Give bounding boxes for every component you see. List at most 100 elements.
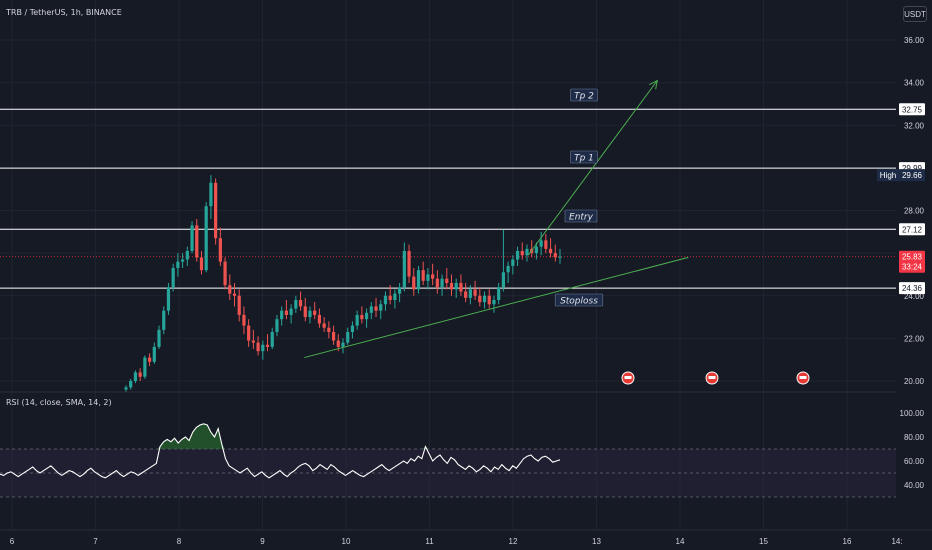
- candle-body: [336, 340, 340, 347]
- high-tag-label: 29.66: [902, 171, 923, 180]
- level-label-box: [570, 88, 598, 102]
- price-axis-bg: [896, 0, 932, 550]
- time-axis-label: 9: [260, 537, 265, 546]
- candle-body: [143, 357, 147, 377]
- event-flag-stripe: [799, 376, 807, 379]
- candle-body: [445, 278, 449, 283]
- time-axis-label: 6: [10, 537, 15, 546]
- rsi-overbought-fill: [156, 423, 430, 449]
- price-tag-label: 29.99: [902, 164, 923, 173]
- candle-body: [506, 265, 510, 273]
- candle-body: [501, 272, 505, 288]
- candle-body: [157, 329, 161, 347]
- time-axis[interactable]: 6 7 8 9 10 11 12 13 14 15 16 14:: [0, 529, 932, 550]
- last-price-label: 25.83: [902, 253, 923, 262]
- candle-body: [473, 289, 477, 296]
- candle-body: [454, 282, 458, 290]
- candle-body: [459, 282, 463, 292]
- candle-body: [548, 248, 553, 254]
- candle-body: [303, 306, 307, 318]
- candle-body: [265, 344, 270, 347]
- price-tag-label: 24.36: [902, 284, 923, 293]
- candle-body: [232, 293, 237, 296]
- candle-body: [152, 346, 156, 362]
- time-axis-label: 16: [843, 537, 852, 546]
- candle-body: [218, 238, 222, 262]
- candle-body: [327, 327, 331, 332]
- candle-body: [379, 304, 383, 311]
- candle-body: [393, 293, 397, 301]
- level-label-box: [564, 209, 598, 223]
- candle-body: [388, 295, 392, 301]
- time-axis-label: 8: [177, 537, 182, 546]
- candle-body: [242, 314, 246, 326]
- candle-body: [544, 240, 548, 249]
- price-tag-box: [899, 103, 925, 116]
- candle-body: [440, 278, 444, 288]
- high-tag-caption-box: [877, 169, 899, 182]
- candle-body: [515, 250, 520, 260]
- candle-body: [398, 287, 402, 294]
- price-axis[interactable]: 36.00 34.00 32.00 28.00 24.00 22.00 20.00 32.75…: [877, 0, 932, 550]
- price-tag-label: 27.12: [902, 225, 923, 234]
- rsi-axis-label: 40.00: [904, 481, 925, 490]
- price-axis-label: 22.00: [904, 334, 925, 343]
- time-axis-label: 13: [592, 537, 601, 546]
- candle-body: [195, 225, 199, 258]
- price-tag-box: [899, 223, 925, 236]
- candle-body: [478, 295, 482, 303]
- level-label-stoploss: Stoploss: [560, 297, 598, 307]
- candle-body: [317, 314, 322, 324]
- candle-body: [369, 306, 373, 313]
- candle-body: [209, 182, 213, 207]
- candle-body: [129, 381, 133, 388]
- rsi-title: RSI (14, close, SMA, 14, 2): [6, 398, 112, 407]
- price-tag-box: [899, 282, 925, 295]
- candle-body: [374, 306, 378, 311]
- candle-body: [331, 331, 336, 341]
- time-axis-label: 7: [93, 537, 98, 546]
- price-axis-label: 20.00: [904, 377, 925, 386]
- event-flag-stripe: [624, 376, 632, 379]
- candle-body: [199, 257, 204, 271]
- price-axis-label: 32.00: [904, 121, 925, 130]
- candle-body: [147, 357, 152, 362]
- candle-body: [308, 310, 312, 318]
- candle-body: [124, 387, 128, 390]
- time-axis-label: 11: [425, 537, 434, 546]
- candle-body: [138, 372, 142, 377]
- level-label-entry: Entry: [569, 213, 594, 223]
- candle-body: [416, 270, 421, 290]
- candle-body: [251, 340, 255, 343]
- rsi-line: [0, 423, 561, 479]
- candle-body: [289, 308, 293, 315]
- candle-body: [383, 295, 388, 305]
- candle-body: [346, 331, 350, 343]
- candle-body: [407, 250, 411, 277]
- currency-button[interactable]: USDT: [903, 6, 927, 22]
- price-axis-label: 24.00: [904, 292, 925, 301]
- candle-body: [275, 319, 279, 332]
- rsi-axis-label: 100.00: [900, 409, 925, 418]
- candle-body: [449, 282, 454, 290]
- candle-body: [204, 206, 208, 271]
- candle-body: [534, 246, 539, 254]
- candle-body: [294, 300, 298, 309]
- candle-body: [435, 278, 439, 288]
- candle-body: [171, 268, 175, 288]
- time-axis-label: 14: [676, 537, 685, 546]
- time-axis-bg: [0, 530, 932, 550]
- candle-body: [482, 295, 487, 303]
- level-label-box: [570, 150, 598, 164]
- price-axis-label: 34.00: [904, 79, 925, 88]
- candle-body: [237, 295, 241, 315]
- target-arrow-head: [649, 79, 658, 90]
- candle-body: [539, 240, 543, 247]
- candle-body: [464, 291, 468, 298]
- candle-body: [355, 314, 359, 326]
- candle-body: [185, 250, 189, 260]
- high-tag-caption: High: [880, 171, 896, 180]
- candle-body: [162, 310, 166, 330]
